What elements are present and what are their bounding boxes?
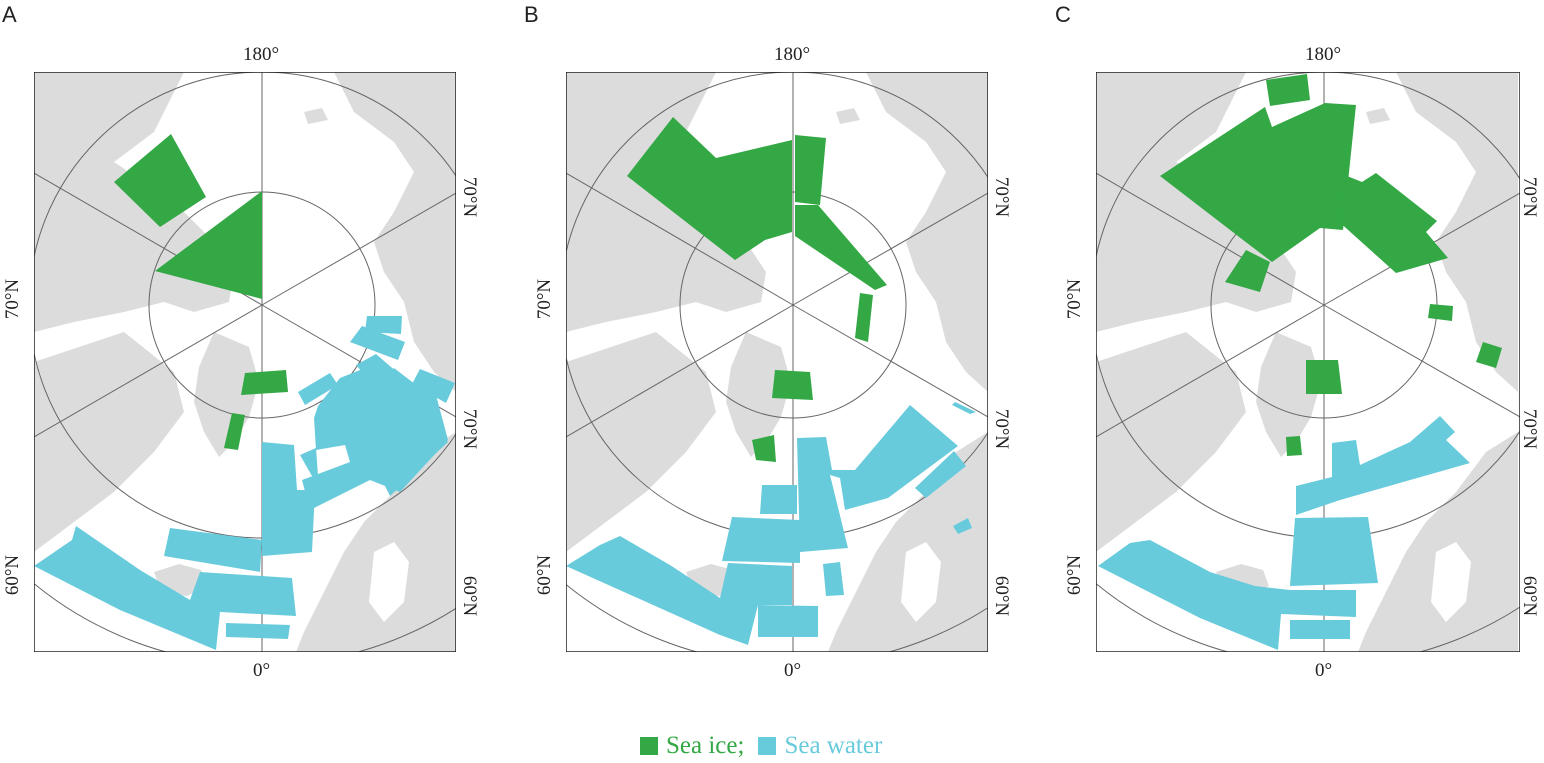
- label-60n-right-a: 60°N: [459, 575, 481, 617]
- label-0-b: 0°: [784, 660, 802, 681]
- label-180-b: 180°: [774, 44, 811, 65]
- label-60n-right-b: 60°N: [991, 575, 1013, 617]
- label-60n-left-a: 60°N: [2, 554, 24, 596]
- panel-letter-b: B: [524, 2, 539, 27]
- label-0-c: 0°: [1315, 660, 1333, 681]
- label-70n-right-top-c: 70°N: [1519, 176, 1541, 218]
- legend: Sea ice; Sea water: [640, 732, 882, 760]
- sea-ice-regions-b: [627, 117, 887, 462]
- sea-water-regions-b: [566, 402, 976, 645]
- label-60n-left-c: 60°N: [1064, 554, 1086, 596]
- map-panel-a: [34, 72, 456, 652]
- legend-sea-water-label: Sea water: [784, 732, 883, 759]
- sea-ice-swatch: [640, 737, 658, 755]
- sea-ice-regions-a: [114, 134, 288, 450]
- label-70n-left-b: 70°N: [534, 278, 556, 320]
- label-70n-right-a: 70°N: [459, 408, 481, 450]
- label-70n-right-top-a: 70°N: [459, 176, 481, 218]
- label-70n-right-c: 70°N: [1519, 408, 1541, 450]
- panel-letter-a: A: [2, 2, 17, 27]
- label-180-a: 180°: [243, 44, 280, 65]
- sea-water-swatch: [758, 737, 777, 755]
- sea-water-regions-a: [34, 316, 455, 650]
- label-70n-left-a: 70°N: [2, 278, 24, 320]
- map-panel-b: [566, 72, 988, 652]
- map-panel-c: [1096, 72, 1520, 652]
- legend-sea-ice-label: Sea ice;: [666, 732, 745, 759]
- label-70n-right-top-b: 70°N: [991, 176, 1013, 218]
- panel-letter-c: C: [1055, 2, 1071, 27]
- label-60n-left-b: 60°N: [534, 554, 556, 596]
- label-0-a: 0°: [253, 660, 271, 681]
- sea-ice-regions-c: [1160, 74, 1502, 456]
- label-70n-left-c: 70°N: [1064, 278, 1086, 320]
- sea-water-regions-c: [1098, 416, 1470, 650]
- label-60n-right-c: 60°N: [1519, 575, 1541, 617]
- label-70n-right-b: 70°N: [991, 408, 1013, 450]
- label-180-c: 180°: [1305, 44, 1342, 65]
